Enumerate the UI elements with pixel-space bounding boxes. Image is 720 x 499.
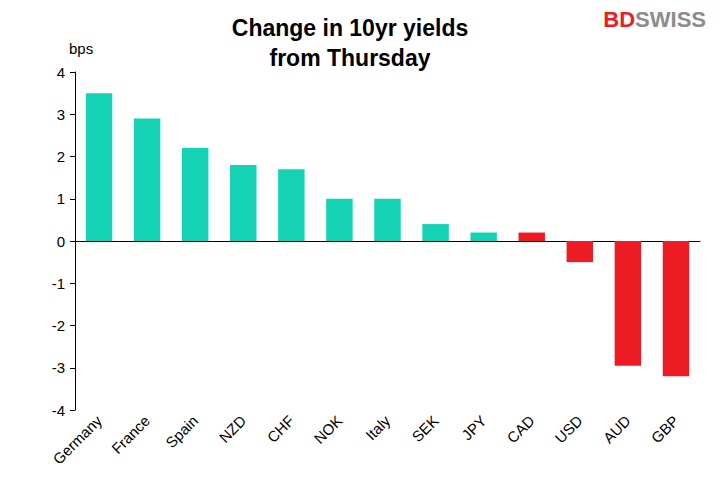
- svg-text:bps: bps: [69, 40, 93, 57]
- svg-text:3: 3: [57, 106, 65, 123]
- svg-text:1: 1: [57, 190, 65, 207]
- svg-text:SEK: SEK: [408, 412, 441, 445]
- svg-text:0: 0: [57, 233, 65, 250]
- svg-text:Italy: Italy: [362, 412, 394, 444]
- svg-text:NOK: NOK: [310, 412, 345, 447]
- svg-text:Germany: Germany: [49, 412, 105, 468]
- svg-text:USD: USD: [551, 412, 586, 447]
- svg-text:CHF: CHF: [264, 412, 298, 446]
- svg-text:-4: -4: [52, 402, 65, 419]
- svg-text:SWISS: SWISS: [635, 7, 706, 32]
- svg-text:BD: BD: [603, 7, 635, 32]
- svg-text:CAD: CAD: [503, 412, 538, 447]
- svg-text:-3: -3: [52, 359, 65, 376]
- svg-text:4: 4: [57, 64, 65, 81]
- svg-text:Change in 10yr yields: Change in 10yr yields: [232, 15, 468, 41]
- svg-text:AUD: AUD: [600, 412, 635, 447]
- svg-text:-1: -1: [52, 275, 65, 292]
- svg-text:from Thursday: from Thursday: [269, 45, 430, 71]
- svg-text:JPY: JPY: [458, 412, 489, 443]
- svg-text:-2: -2: [52, 317, 65, 334]
- svg-text:NZD: NZD: [215, 412, 249, 446]
- svg-text:2: 2: [57, 148, 65, 165]
- svg-text:Spain: Spain: [162, 412, 201, 451]
- svg-text:France: France: [108, 412, 153, 457]
- svg-text:GBP: GBP: [648, 412, 682, 446]
